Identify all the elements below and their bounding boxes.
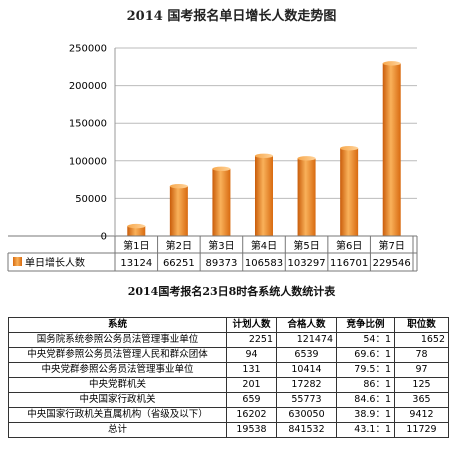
table-row-total: 总计 19538 841532 43.1：1 11729 bbox=[8, 422, 449, 438]
table-row: 国务院系统参照公务员法管理事业单位 2251 121474 54：1 1652 bbox=[8, 332, 449, 348]
x-category-label: 第6日 bbox=[336, 239, 362, 252]
bar-top bbox=[255, 153, 273, 159]
cell-positions: 97 bbox=[394, 362, 449, 378]
cell-system: 中央国家行政机关直属机构（省级及以下） bbox=[8, 407, 227, 423]
cell-plan: 16202 bbox=[226, 407, 277, 423]
table-header-row: 系统 计划人数 合格人数 竞争比例 职位数 bbox=[8, 317, 449, 333]
cell-qualified: 121474 bbox=[276, 332, 337, 348]
bar-chart: 第1日 13124 第2日 66251 第3日 89373 第4日 106583 第5日 1032… bbox=[7, 44, 418, 272]
data-table: 第1日 13124 第2日 66251 第3日 89373 第4日 106583 第5日 1032… bbox=[7, 235, 418, 272]
bar-top bbox=[340, 146, 359, 151]
y-tick-label: 250000 bbox=[69, 44, 107, 55]
bar bbox=[169, 186, 188, 236]
cell-ratio: 54：1 bbox=[336, 332, 395, 348]
bar-top bbox=[382, 61, 401, 66]
data-label: 66251 bbox=[163, 258, 195, 269]
x-category-label: 第7日 bbox=[379, 239, 405, 252]
cell-qualified: 17282 bbox=[276, 377, 337, 393]
cell-system: 国务院系统参照公务员法管理事业单位 bbox=[8, 332, 227, 348]
data-label: 103297 bbox=[287, 258, 325, 269]
cell-plan: 2251 bbox=[226, 332, 277, 348]
x-category-label: 第5日 bbox=[293, 239, 319, 252]
cell-ratio: 79.5：1 bbox=[336, 362, 395, 378]
cell-positions: 9412 bbox=[394, 407, 449, 423]
cell-qualified: 630050 bbox=[276, 407, 337, 423]
bar bbox=[382, 63, 401, 236]
cell-qualified: 841532 bbox=[276, 422, 337, 438]
y-tick-label: 50000 bbox=[75, 194, 107, 205]
y-tick-label: 150000 bbox=[69, 119, 107, 130]
bar bbox=[340, 148, 359, 236]
data-label: 106583 bbox=[245, 258, 283, 269]
bars bbox=[127, 61, 401, 236]
cell-system: 中央国家行政机关 bbox=[8, 392, 227, 408]
table-row: 中央党群参照公务员法管理人民和群众团体 94 6539 69.6：1 78 bbox=[8, 347, 449, 363]
cell-positions: 1652 bbox=[394, 332, 449, 348]
bar-top bbox=[127, 223, 146, 229]
cell-ratio: 86：1 bbox=[336, 377, 395, 393]
cell-qualified: 10414 bbox=[276, 362, 337, 378]
header-qualified: 合格人数 bbox=[276, 317, 337, 333]
stats-table: 系统 计划人数 合格人数 竞争比例 职位数 国务院系统参照公务员法管理事业单位 … bbox=[8, 317, 449, 438]
bar-top bbox=[297, 156, 316, 161]
cell-ratio: 38.9：1 bbox=[336, 407, 395, 423]
header-system: 系统 bbox=[8, 317, 227, 333]
bar-top bbox=[212, 166, 231, 171]
cell-plan: 131 bbox=[226, 362, 277, 378]
x-category-label: 第3日 bbox=[208, 239, 234, 252]
cell-system: 中央党群参照公务员法管理人民和群众团体 bbox=[8, 347, 227, 363]
cell-qualified: 6539 bbox=[276, 347, 337, 363]
header-ratio: 竞争比例 bbox=[336, 317, 395, 333]
cell-system: 中央党群参照公务员法管理事业单位 bbox=[8, 362, 227, 378]
cell-positions: 78 bbox=[394, 347, 449, 363]
cell-system: 总计 bbox=[8, 422, 227, 438]
x-category-label: 第1日 bbox=[123, 239, 149, 252]
cell-plan: 94 bbox=[226, 347, 277, 363]
cell-positions: 125 bbox=[394, 377, 449, 393]
table-row: 中央党群参照公务员法管理事业单位 131 10414 79.5：1 97 bbox=[8, 362, 449, 378]
bar bbox=[255, 155, 273, 236]
data-label: 89373 bbox=[206, 258, 238, 269]
table-row: 中央国家行政机关直属机构（省级及以下） 16202 630050 38.9：1 … bbox=[8, 407, 449, 423]
cell-plan: 201 bbox=[226, 377, 277, 393]
y-axis: 0 50000 100000 150000 200000 250000 bbox=[69, 44, 116, 243]
table-title: 2014国考报名23日8时各系统人数统计表 bbox=[127, 285, 336, 298]
cell-plan: 19538 bbox=[226, 422, 277, 438]
x-category-label: 第4日 bbox=[251, 239, 277, 252]
legend-label: 单日增长人数 bbox=[25, 256, 85, 269]
cell-positions: 365 bbox=[394, 392, 449, 408]
table-row: 中央国家行政机关 659 55773 84.6：1 365 bbox=[8, 392, 449, 408]
data-label: 13124 bbox=[120, 258, 152, 269]
cell-system: 中央党群机关 bbox=[8, 377, 227, 393]
legend-swatch bbox=[13, 257, 22, 266]
cell-ratio: 43.1：1 bbox=[336, 422, 395, 438]
x-category-label: 第2日 bbox=[166, 239, 192, 252]
header-positions: 职位数 bbox=[394, 317, 449, 333]
cell-ratio: 69.6：1 bbox=[336, 347, 395, 363]
bar bbox=[127, 226, 146, 236]
header-plan: 计划人数 bbox=[226, 317, 277, 333]
chart-title: 2014 国考报名单日增长人数走势图 bbox=[126, 9, 337, 24]
data-label: 229546 bbox=[373, 258, 411, 269]
y-tick-label: 0 bbox=[101, 232, 107, 243]
cell-plan: 659 bbox=[226, 392, 277, 408]
table-row: 中央党群机关 201 17282 86：1 125 bbox=[8, 377, 449, 393]
bar bbox=[297, 158, 316, 236]
cell-qualified: 55773 bbox=[276, 392, 337, 408]
bar-top bbox=[169, 183, 188, 189]
data-label: 116701 bbox=[330, 258, 368, 269]
y-tick-label: 100000 bbox=[69, 156, 107, 167]
cell-positions: 11729 bbox=[394, 422, 449, 438]
y-tick-label: 200000 bbox=[69, 81, 107, 92]
cell-ratio: 84.6：1 bbox=[336, 392, 395, 408]
bar bbox=[212, 168, 231, 236]
